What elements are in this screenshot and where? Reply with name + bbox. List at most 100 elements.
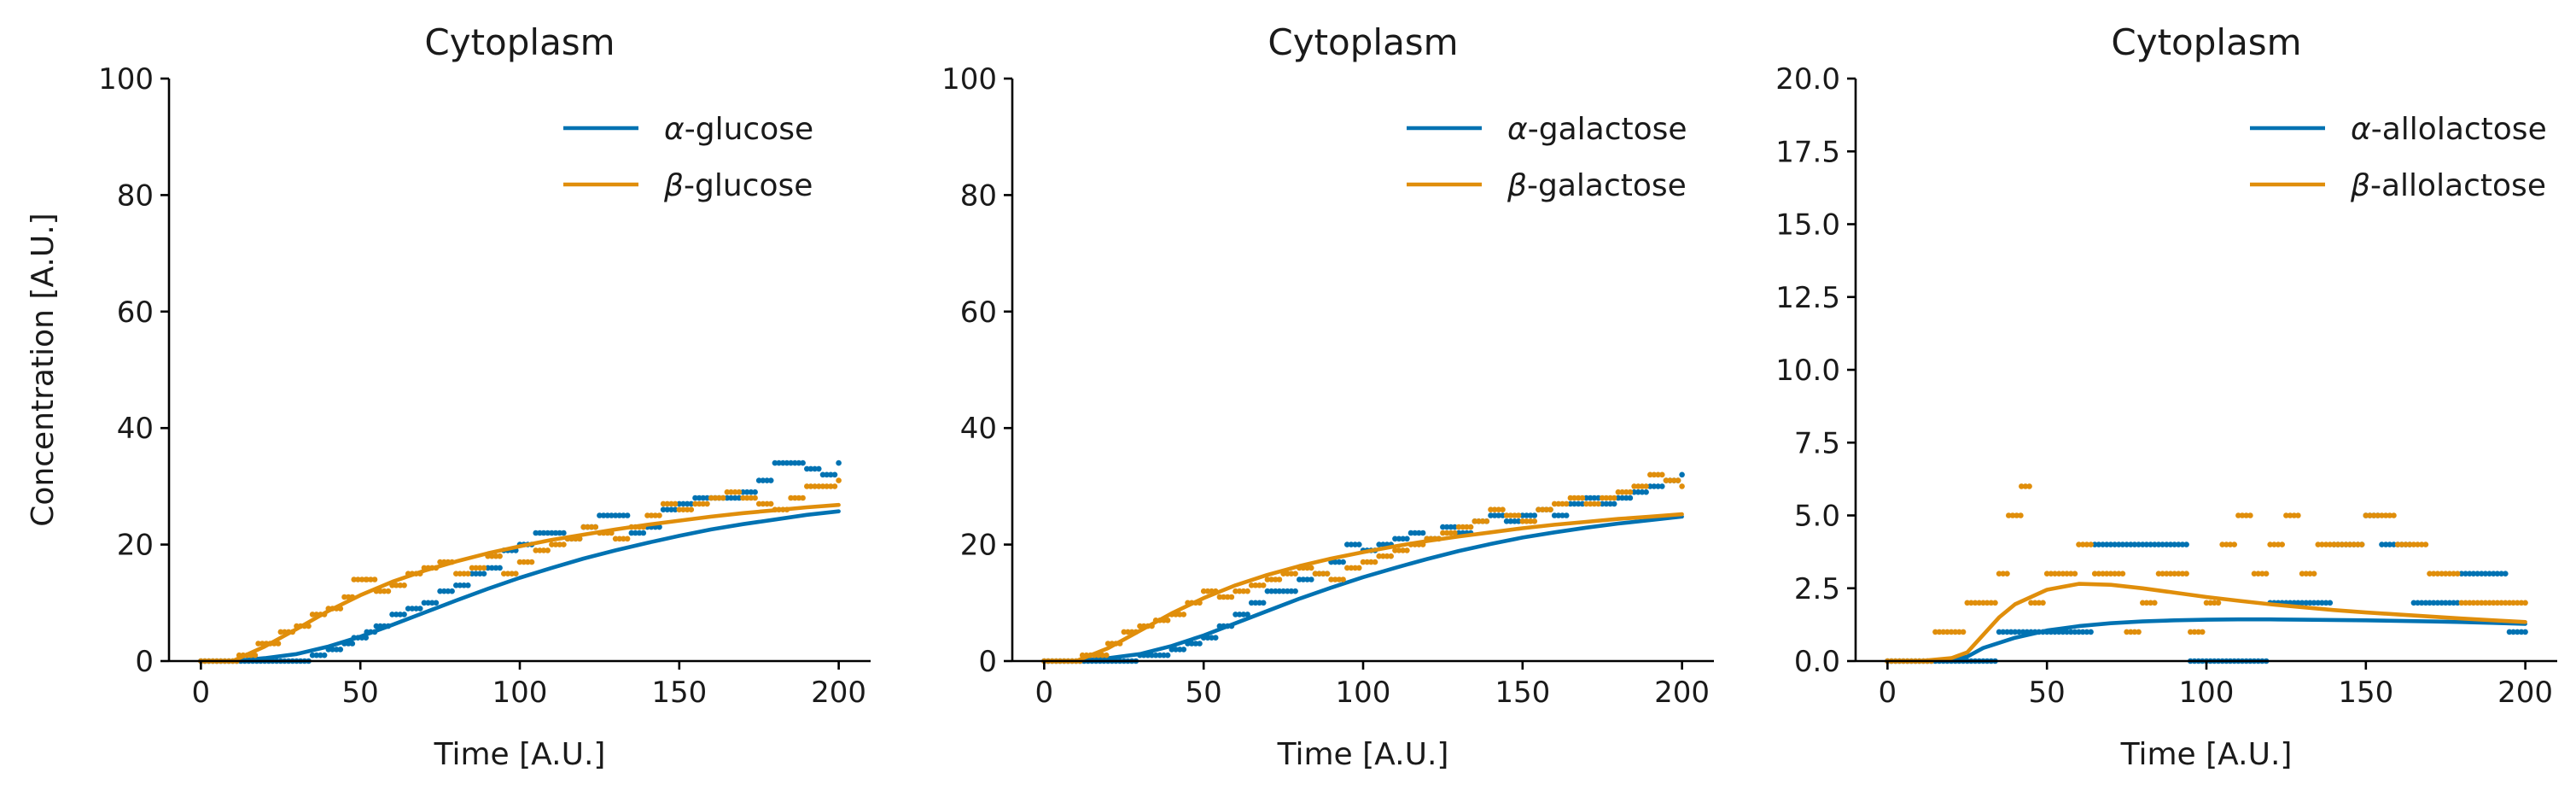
chart-1-step-point: [597, 512, 603, 518]
chart-3-step-point: [1992, 600, 1998, 606]
chart-2-step-point: [1472, 518, 1478, 524]
chart-3-step-point: [2255, 571, 2261, 577]
chart-1-step-point: [760, 477, 766, 483]
chart-1-y-tick-label: 100: [98, 62, 154, 97]
chart-1-step-point: [329, 647, 335, 653]
chart-2-step-point: [1635, 483, 1641, 489]
chart-3-step-point: [2291, 512, 2298, 518]
chart-3-step-point: [2088, 629, 2094, 635]
chart-2-step-point: [1400, 536, 1406, 542]
chart-1-step-point: [557, 530, 562, 536]
chart-2-y-tick-label: 20: [960, 529, 997, 563]
chart-2-step-point: [1264, 588, 1271, 594]
chart-1-step-point: [764, 500, 770, 507]
chart-3-step-point: [2107, 541, 2114, 547]
chart-3-y-tick-label: 2.5: [1794, 572, 1840, 606]
chart-3-step-point: [2167, 571, 2174, 577]
chart-3-step-point: [2223, 541, 2229, 547]
chart-2-step-point: [1157, 652, 1163, 658]
chart-3-step-point: [2522, 600, 2528, 606]
chart-3-step-point: [2095, 571, 2102, 577]
chart-3-step-point: [2319, 600, 2325, 606]
chart-2-step-point: [1233, 612, 1238, 617]
chart-1-step-point: [600, 512, 607, 518]
chart-2-step-point: [1599, 500, 1606, 507]
chart-2-step-point: [1236, 612, 1243, 617]
chart-2-step-point: [1507, 512, 1514, 518]
chart-2-step-point: [1559, 500, 1565, 507]
chart-1-step-point: [708, 495, 714, 501]
chart-3-step-point: [2482, 600, 2489, 606]
chart-1-step-point: [561, 530, 567, 536]
chart-panel-glucose: Cytoplasm 0 50 100 150 200 0 20 40 60 80 100 Time [A…: [26, 21, 871, 772]
chart-1-step-point: [461, 571, 467, 577]
chart-2-step-point: [1404, 536, 1410, 542]
chart-3-step-point: [2043, 571, 2050, 577]
chart-3-step-point: [2479, 600, 2485, 606]
chart-2-step-point: [1491, 512, 1498, 518]
chart-1-step-point: [477, 571, 483, 577]
chart-1-step-point: [724, 489, 731, 495]
chart-1-step-point: [318, 652, 323, 658]
chart-2-step-point: [1619, 495, 1625, 501]
chart-3-step-point: [2152, 541, 2158, 547]
chart-3-step-point: [2203, 600, 2210, 606]
chart-1-step-point: [672, 500, 679, 507]
chart-3-step-point: [2363, 512, 2369, 518]
chart-3-y-tick-label: 20.0: [1775, 62, 1840, 97]
chart-1-step-point: [831, 483, 838, 489]
chart-2-step-point: [1236, 588, 1243, 594]
chart-1-step-point: [656, 512, 662, 518]
chart-2-step-point: [1224, 594, 1231, 600]
chart-2-step-point: [1308, 565, 1314, 571]
chart-2-step-point: [1503, 518, 1510, 524]
chart-1-step-point: [743, 495, 750, 501]
chart-1-x-tick-label: 150: [651, 676, 707, 710]
chart-2-step-point: [1663, 477, 1670, 483]
chart-1-step-point: [485, 565, 491, 571]
chart-2-step-point: [1623, 495, 1629, 501]
chart-1-step-point: [728, 489, 734, 495]
chart-1-step-point: [796, 459, 802, 466]
chart-2-step-point: [1104, 641, 1111, 647]
chart-2-x-tick-label: 50: [1186, 676, 1222, 710]
chart-3-step-point: [2295, 600, 2301, 606]
chart-2-step-point: [1312, 571, 1319, 577]
chart-2-step-point: [1679, 471, 1685, 478]
chart-3-x-axis-label: Time [A.U.]: [2120, 737, 2293, 772]
chart-3-step-point: [2322, 600, 2329, 606]
chart-2-line-beta: [1042, 512, 1684, 664]
chart-2-step-point: [1376, 553, 1382, 559]
chart-3-step-point: [2207, 600, 2213, 606]
chart-2-step-point: [1221, 594, 1227, 600]
chart-2-step-point: [1631, 483, 1637, 489]
chart-3-step-point: [2470, 571, 2477, 577]
chart-3-step-point: [2079, 541, 2086, 547]
chart-1-step-point: [393, 612, 399, 617]
chart-3-step-point: [2275, 541, 2282, 547]
chart-2-step-point: [1344, 541, 1350, 547]
chart-2-step-point: [1216, 594, 1223, 600]
chart-2-step-point: [1659, 471, 1665, 478]
chart-3-step-point: [2227, 541, 2234, 547]
chart-1-step-point: [561, 541, 567, 547]
chart-1-step-point: [816, 465, 822, 472]
chart-3-step-point: [2394, 541, 2401, 547]
chart-1-step-point: [612, 512, 619, 518]
chart-3-step-point: [2474, 600, 2480, 606]
chart-1-step-point: [545, 530, 551, 536]
chart-1-step-point: [492, 565, 499, 571]
chart-2-step-point: [1443, 524, 1450, 530]
chart-2-step-point: [1212, 635, 1219, 641]
chart-2-step-point: [1587, 500, 1594, 507]
chart-3-step-point: [2510, 600, 2516, 606]
chart-1-step-point: [457, 582, 463, 588]
chart-2-legend-label-alpha: α-galactose: [1507, 112, 1687, 147]
chart-1-step-point: [377, 588, 383, 594]
chart-1-step-point: [537, 547, 543, 553]
chart-1-step-point: [337, 647, 344, 653]
chart-3-step-point: [2518, 600, 2525, 606]
chart-2-step-point: [1488, 506, 1494, 512]
chart-3-step-point: [1932, 629, 1938, 635]
chart-3-step-point: [2052, 571, 2058, 577]
